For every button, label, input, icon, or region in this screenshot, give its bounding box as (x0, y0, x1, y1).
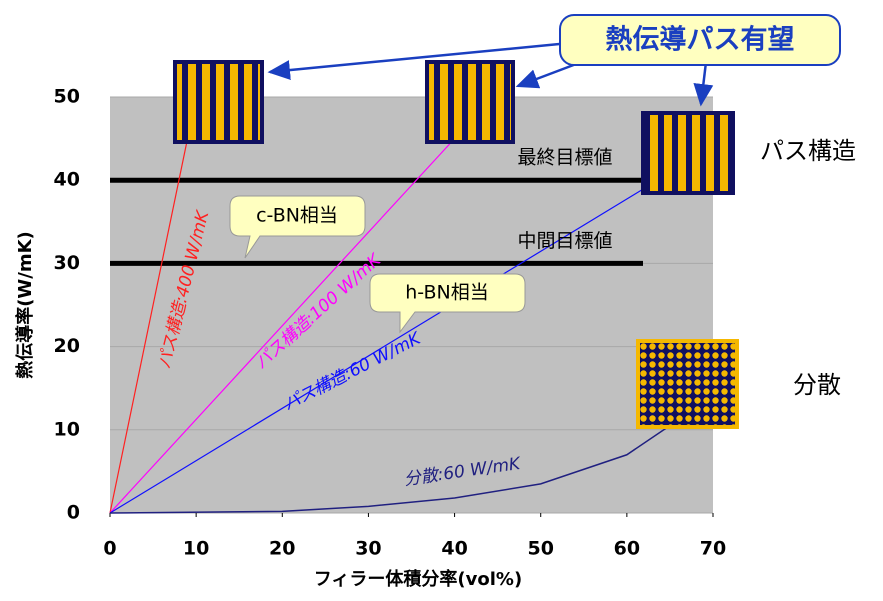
dispersion-icon (636, 339, 739, 429)
x-tick-label: 30 (355, 538, 381, 560)
series-line (109, 188, 645, 514)
y-tick-label: 0 (67, 502, 80, 524)
x-tick-label: 50 (527, 538, 553, 560)
side-label: 分散 (793, 371, 841, 399)
x-tick-label: 10 (183, 538, 209, 560)
arrow (693, 61, 714, 107)
series-line (109, 138, 456, 514)
callout: h-BN相当 (405, 282, 488, 304)
x-tick-label: 60 (614, 538, 640, 560)
path-icon (641, 111, 735, 195)
x-tick-label: 40 (441, 538, 467, 560)
callout: c-BN相当 (256, 205, 338, 227)
callout-box (229, 195, 366, 259)
series-line (109, 138, 189, 514)
arrow (267, 40, 581, 81)
path-icon (425, 60, 515, 144)
callout-box (369, 273, 526, 334)
target-label: 最終目標値 (517, 147, 612, 169)
callout: 熱伝導パス有望 (606, 24, 795, 56)
y-tick-label: 40 (54, 169, 80, 191)
side-label: パス構造 (760, 137, 856, 165)
path-icon (173, 60, 264, 144)
x-tick-label: 20 (269, 538, 295, 560)
y-tick-label: 20 (54, 335, 80, 357)
callout-box (559, 14, 841, 66)
y-tick-label: 30 (54, 252, 80, 274)
x-tick-label: 0 (103, 538, 116, 560)
x-tick-label: 70 (700, 538, 726, 560)
y-axis-label: 熱伝導率(W/mK) (14, 231, 36, 379)
y-tick-label: 10 (54, 418, 80, 440)
x-axis-label: フィラー体積分率(vol%) (314, 568, 522, 590)
target-label: 中間目標値 (517, 230, 612, 252)
series-line (109, 425, 671, 514)
y-tick-label: 50 (54, 86, 80, 108)
